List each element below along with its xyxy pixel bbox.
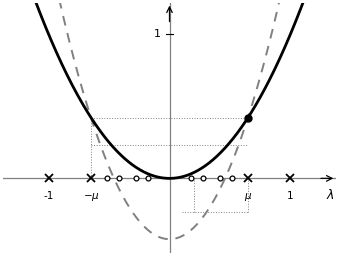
Text: 1: 1 <box>287 191 294 201</box>
Text: $\lambda$: $\lambda$ <box>326 188 335 202</box>
Text: $\mu$: $\mu$ <box>244 191 252 203</box>
Text: -1: -1 <box>43 191 54 201</box>
Text: $-\mu$: $-\mu$ <box>83 191 99 203</box>
Text: 1: 1 <box>154 29 161 39</box>
